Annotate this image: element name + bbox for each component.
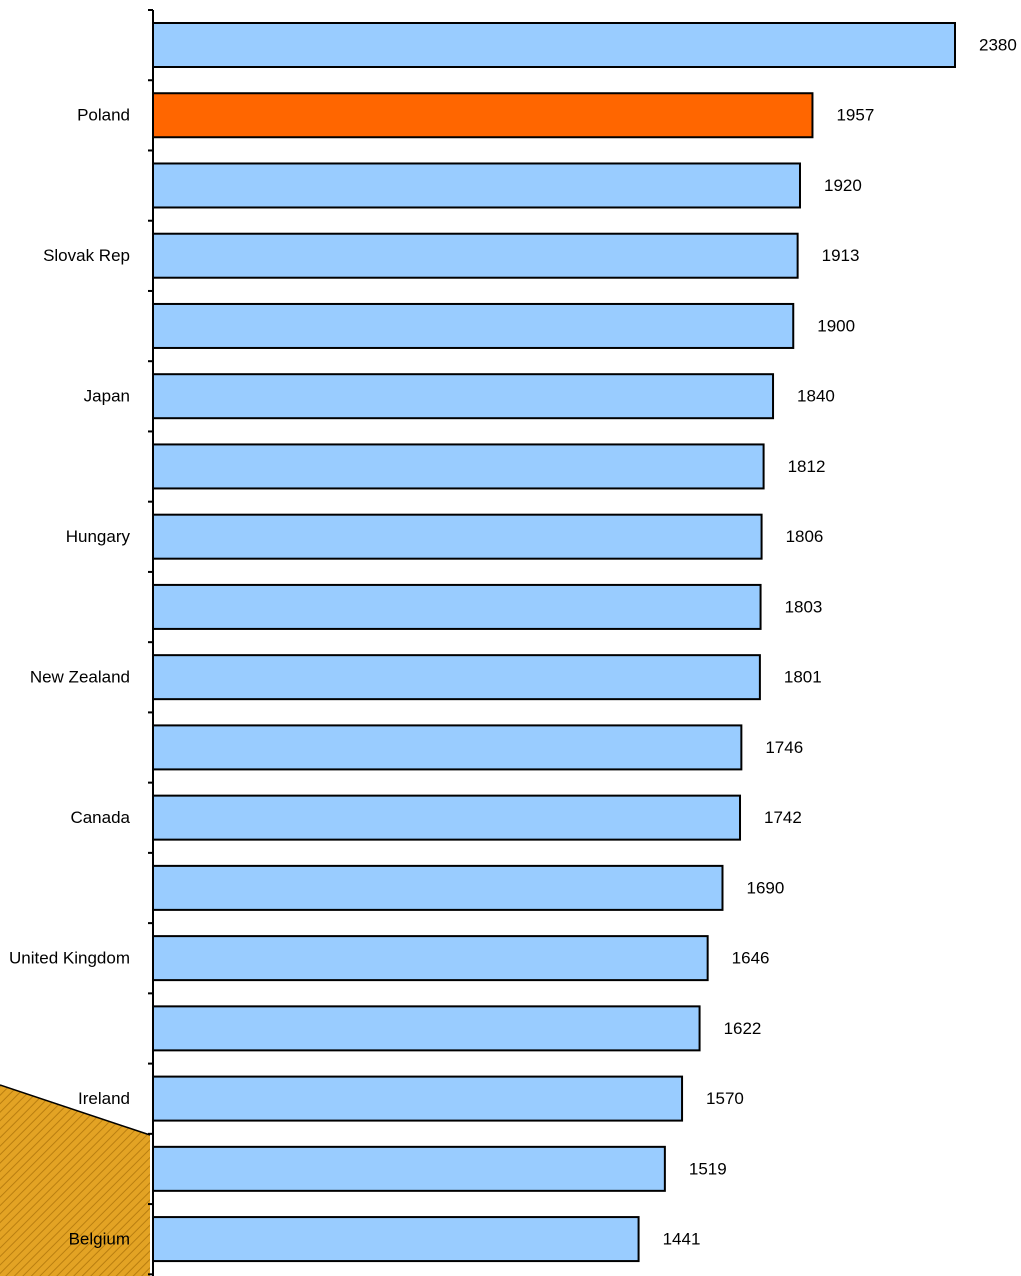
- value-label: 1570: [706, 1089, 744, 1108]
- bar: [152, 373, 775, 420]
- bar: [152, 1005, 701, 1052]
- bar: [152, 654, 761, 701]
- bar: [152, 1075, 684, 1122]
- bar: [152, 1145, 666, 1192]
- plot: 2380 1957 Poland 1920 1913 Slovak Rep 1900 1840…: [9, 9, 1017, 1276]
- decoration-edge: [0, 1084, 151, 1136]
- bar: [152, 724, 743, 771]
- value-label: 1441: [663, 1230, 701, 1249]
- y-tick-label: Ireland: [78, 1089, 130, 1108]
- value-label: 1913: [822, 246, 860, 265]
- value-label: 1957: [836, 106, 874, 125]
- y-tick-label: Belgium: [69, 1230, 130, 1249]
- value-label: 1801: [784, 668, 822, 687]
- bar: [152, 162, 801, 209]
- decoration: [0, 1085, 150, 1276]
- value-label: 1840: [797, 387, 835, 406]
- value-label: 1690: [746, 878, 784, 897]
- y-tick-label: Slovak Rep: [43, 246, 130, 265]
- y-tick-label: Hungary: [66, 527, 131, 546]
- bar: [152, 583, 762, 630]
- y-tick-label: Canada: [70, 808, 130, 827]
- bar: [152, 864, 724, 911]
- value-label: 1812: [788, 457, 826, 476]
- bar: [152, 513, 763, 560]
- value-label: 2380: [979, 35, 1017, 54]
- value-label: 1742: [764, 808, 802, 827]
- value-label: 1900: [817, 316, 855, 335]
- value-label: 1803: [785, 597, 823, 616]
- bar: [152, 794, 742, 841]
- value-label: 1920: [824, 176, 862, 195]
- bar: [152, 935, 709, 982]
- value-label: 1806: [786, 527, 824, 546]
- y-tick-label: United Kingdom: [9, 949, 130, 968]
- value-label: 1519: [689, 1159, 727, 1178]
- value-label: 1746: [765, 738, 803, 757]
- y-tick-label: Japan: [84, 387, 130, 406]
- bar: [152, 302, 795, 349]
- bar: [152, 22, 956, 68]
- value-label: 1646: [732, 949, 770, 968]
- bar: [152, 443, 765, 490]
- y-tick-label: New Zealand: [30, 668, 130, 687]
- bar: [152, 92, 814, 139]
- bar: [152, 232, 799, 279]
- y-tick-label: Poland: [77, 106, 130, 125]
- bar: [152, 1216, 640, 1263]
- value-label: 1622: [724, 1019, 762, 1038]
